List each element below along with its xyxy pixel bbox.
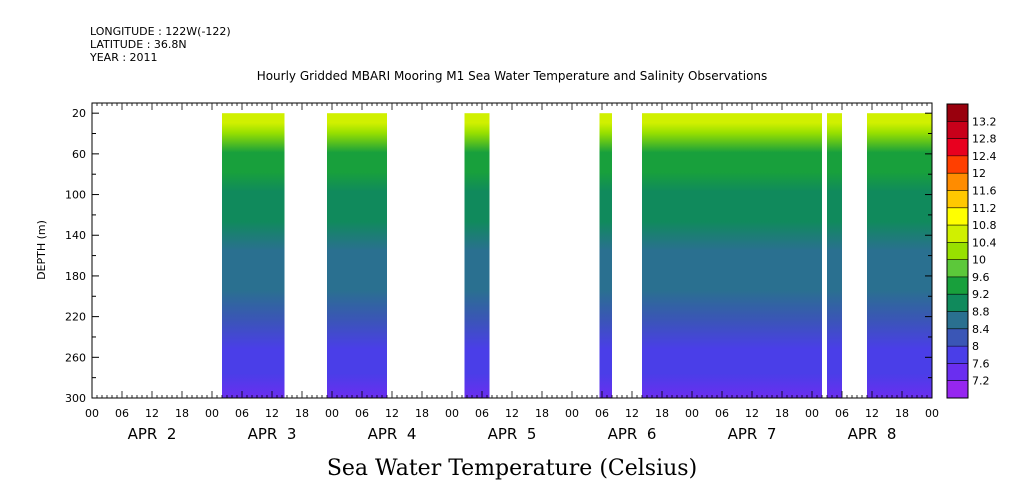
day-label: APR 4 [368, 425, 417, 443]
colorbar-label: 12.8 [972, 133, 997, 146]
data-segment-7 [867, 113, 932, 398]
x-tick-label: 00 [565, 407, 579, 420]
x-tick-label: 06 [595, 407, 609, 420]
x-tick-label: 00 [685, 407, 699, 420]
y-tick-label: 300 [65, 392, 86, 405]
y-axis-label: DEPTH (m) [35, 220, 48, 280]
colorbar-swatch [947, 155, 968, 174]
x-tick-label: 00 [445, 407, 459, 420]
data-segment-3 [464, 113, 490, 398]
colorbar-label: 8.4 [972, 323, 990, 336]
day-label: APR 2 [128, 425, 177, 443]
day-label: APR 5 [488, 425, 537, 443]
colorbar-swatch [947, 173, 968, 191]
data-segment-4 [599, 113, 612, 398]
variable-label: Sea Water Temperature (Celsius) [327, 456, 697, 481]
y-tick-label: 180 [65, 270, 86, 283]
colorbar-label: 11.2 [972, 202, 997, 215]
colorbar-swatch [947, 363, 968, 381]
x-tick-label: 06 [475, 407, 489, 420]
colorbar-swatch [947, 242, 968, 260]
x-tick-label: 06 [115, 407, 129, 420]
data-segment-5 [642, 113, 822, 398]
colorbar-label: 12 [972, 167, 986, 180]
x-tick-label: 06 [835, 407, 849, 420]
latitude-label: LATITUDE : 36.8N [90, 38, 187, 51]
colorbar-swatch [947, 104, 968, 122]
y-tick-label: 60 [72, 148, 86, 161]
colorbar-swatch [947, 138, 968, 157]
colorbar-label: 13.2 [972, 115, 997, 128]
colorbar-swatch [947, 346, 968, 364]
colorbar-label: 9.6 [972, 271, 990, 284]
x-tick-label: 18 [655, 407, 669, 420]
x-tick-label: 18 [295, 407, 309, 420]
colorbar-swatch [947, 328, 968, 347]
data-segments [222, 113, 932, 398]
data-segment-2 [327, 113, 387, 398]
longitude-label: LONGITUDE : 122W(-122) [90, 25, 231, 38]
x-tick-label: 12 [265, 407, 279, 420]
x-tick-label: 00 [925, 407, 939, 420]
chart-title: Hourly Gridded MBARI Mooring M1 Sea Wate… [257, 69, 768, 83]
x-tick-label: 18 [175, 407, 189, 420]
x-tick-label: 18 [895, 407, 909, 420]
colorbar-label: 10 [972, 254, 986, 267]
x-tick-label: 18 [415, 407, 429, 420]
x-tick-label: 18 [775, 407, 789, 420]
day-label: APR 8 [848, 425, 897, 443]
y-tick-label: 100 [65, 189, 86, 202]
colorbar-swatch [947, 311, 968, 330]
colorbar-label: 11.6 [972, 184, 997, 197]
data-segment-6 [827, 113, 842, 398]
colorbar-swatch [947, 190, 968, 209]
y-tick-label: 140 [65, 229, 86, 242]
x-tick-label: 00 [85, 407, 99, 420]
y-tick-label: 260 [65, 351, 86, 364]
x-tick-label: 12 [505, 407, 519, 420]
day-label: APR 3 [248, 425, 297, 443]
x-tick-label: 00 [205, 407, 219, 420]
x-tick-label: 18 [535, 407, 549, 420]
y-tick-label: 220 [65, 311, 86, 324]
x-tick-label: 06 [355, 407, 369, 420]
colorbar-frame [946, 103, 969, 399]
data-segment-1 [222, 113, 285, 398]
x-tick-label: 12 [145, 407, 159, 420]
colorbar-swatch [947, 259, 968, 278]
x-tick-label: 12 [745, 407, 759, 420]
colorbar-label: 10.4 [972, 236, 997, 249]
y-tick-label: 20 [72, 107, 86, 120]
colorbar-label: 12.4 [972, 150, 997, 163]
colorbar-label: 7.2 [972, 375, 990, 388]
x-tick-label: 12 [385, 407, 399, 420]
x-tick-label: 06 [715, 407, 729, 420]
year-label: YEAR : 2011 [89, 51, 158, 64]
colorbar-label: 7.6 [972, 357, 990, 370]
colorbar-label: 9.2 [972, 288, 990, 301]
x-tick-label: 00 [325, 407, 339, 420]
x-tick-label: 00 [805, 407, 819, 420]
colorbar-label: 8.8 [972, 306, 990, 319]
colorbar-swatch [947, 380, 968, 399]
day-label: APR 6 [608, 425, 657, 443]
x-tick-label: 06 [235, 407, 249, 420]
colorbar-label: 10.8 [972, 219, 997, 232]
colorbar-swatch [947, 121, 968, 139]
colorbar-label: 8 [972, 340, 979, 353]
axes: 20 60 100 140 180 220 260 300 00 06 12 18 00 06 12 18 00… [65, 102, 939, 443]
colorbar-swatch [947, 276, 968, 295]
colorbar-swatch [947, 207, 968, 226]
colorbar-swatch [947, 294, 968, 312]
x-tick-label: 12 [625, 407, 639, 420]
x-tick-label: 12 [865, 407, 879, 420]
colorbar: 13.2 12.8 12.4 12 11.6 11.2 10.8 10.4 10 9.6 9.2 8.… [946, 103, 997, 399]
day-label: APR 7 [728, 425, 777, 443]
colorbar-swatch [947, 225, 968, 243]
